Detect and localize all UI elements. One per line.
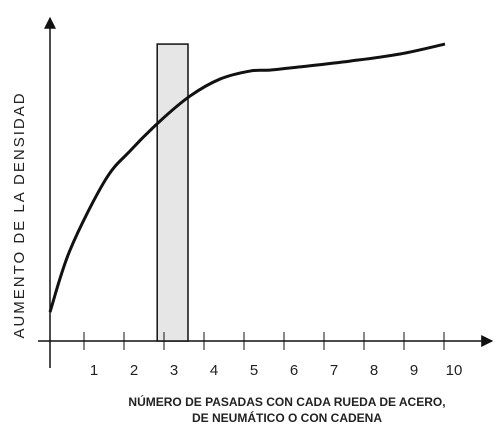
x-axis-label: NÚMERO DE PASADAS CON CADA RUEDA DE ACER…: [128, 394, 445, 409]
x-tick-label: 3: [170, 362, 178, 379]
x-axis-label: DE NEUMÁTICO O CON CADENA: [192, 410, 382, 425]
x-tick-label: 7: [330, 362, 338, 379]
x-tick-label: 9: [410, 362, 418, 379]
highlight-band: [156, 43, 189, 342]
x-tick-label: 6: [290, 362, 298, 379]
density-curve: [48, 42, 446, 313]
x-tick-label: 8: [370, 362, 378, 379]
x-tick-label: 5: [250, 362, 258, 379]
x-tick-label: 4: [210, 362, 218, 379]
y-axis-label: AUMENTO DE LA DENSIDAD: [11, 91, 28, 338]
x-tick-label: 1: [90, 362, 98, 379]
x-tick-label: 2: [130, 362, 138, 379]
x-tick-label: 10: [446, 362, 463, 379]
